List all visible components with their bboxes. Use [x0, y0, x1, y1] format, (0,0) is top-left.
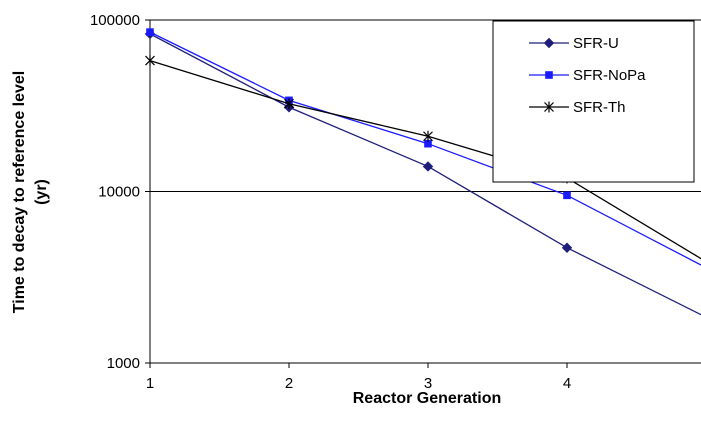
x-axis-title: Reactor Generation	[353, 390, 501, 407]
x-tick-label: 3	[424, 375, 432, 392]
y-axis-title: Time to decay to reference level (yr)	[11, 71, 50, 313]
legend-label-sfr-nopa: SFR-NoPa	[573, 67, 646, 84]
legend-marker-sfr-nopa	[545, 71, 553, 79]
legend-label-sfr-u: SFR-U	[573, 35, 619, 52]
legend-label-sfr-th: SFR-Th	[573, 99, 626, 116]
data-point-sfr-th	[284, 98, 294, 110]
x-tick-label: 4	[563, 375, 571, 392]
y-tick-label: 1000	[107, 355, 140, 372]
legend-marker-sfr-th	[544, 101, 554, 113]
legend-marker-sfr-u	[543, 37, 555, 49]
y-axis-title-line-2: (yr)	[33, 179, 50, 205]
x-axis-ticks: 12345	[146, 363, 571, 392]
data-point-sfr-u	[422, 161, 434, 172]
data-point-sfr-u	[561, 242, 573, 253]
legend-item-sfr-nopa: SFR-NoPa	[529, 67, 646, 84]
data-point-sfr-th	[145, 55, 155, 67]
legend-item-sfr-th: SFR-Th	[529, 99, 626, 116]
legend: SFR-U SFR-NoPa SFR-Th	[492, 20, 695, 183]
y-tick-label: 10000	[98, 184, 140, 201]
data-point-sfr-nopa	[563, 191, 571, 200]
data-point-sfr-nopa	[424, 139, 432, 148]
y-axis-ticks: 1000 10000 100000	[90, 12, 150, 372]
y-tick-label: 100000	[90, 12, 140, 29]
data-point-sfr-nopa	[146, 28, 154, 36]
data-point-sfr-th	[423, 130, 433, 142]
x-tick-label: 2	[285, 375, 293, 392]
series-layer	[144, 28, 701, 318]
x-tick-label: 1	[146, 375, 154, 392]
y-axis-title-line-1: Time to decay to reference level	[11, 71, 28, 313]
legend-item-sfr-u: SFR-U	[529, 35, 619, 52]
legend-box	[492, 20, 695, 183]
